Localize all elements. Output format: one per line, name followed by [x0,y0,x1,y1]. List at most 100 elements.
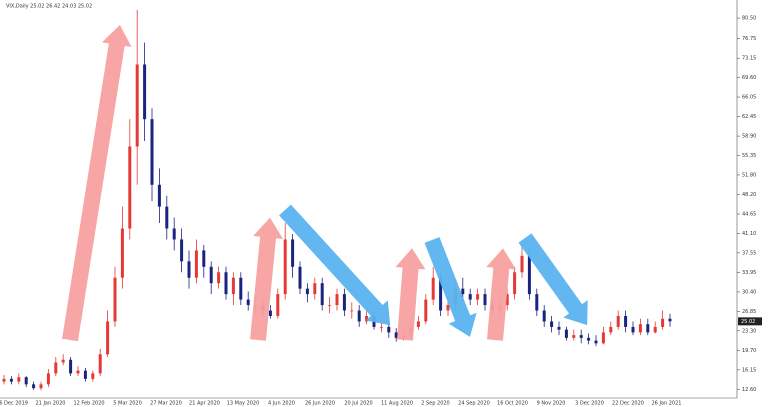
candle-body [135,64,139,147]
y-tick-label: 69.60 [742,75,756,81]
x-tick-label: 26 Jun 2020 [305,401,335,407]
candle-body [535,294,539,311]
y-tick-label: 16.15 [742,367,756,373]
chart-title: VIX,Daily 25.02 26.42 24.03 25.02 [6,4,92,10]
y-tick-label: 23.30 [742,328,756,334]
y-tick-label: 44.65 [742,212,756,218]
x-tick-label: 2 Sep 2020 [421,401,450,407]
candle-body [631,326,635,333]
candle-body [505,294,509,306]
candle-body [424,299,428,322]
candle-body [24,377,28,385]
candle-body [2,378,6,382]
candles [2,9,672,391]
candle-body [661,318,665,327]
candle-body [291,239,295,267]
down-arrow [279,204,391,326]
candle-body [461,288,465,295]
candle-body [572,335,576,338]
x-tick-label: 4 Jun 2020 [268,401,295,407]
candle-body [609,326,613,333]
candle-body [601,332,605,344]
candle-body [32,384,36,389]
candle-body [120,228,124,278]
candle-body [520,255,524,273]
y-tick-label: 58.90 [742,134,756,140]
x-tick-label: 26 Jan 2021 [652,401,682,407]
candle-body [268,310,272,316]
candle-body [379,326,383,328]
candle-body [39,384,43,389]
candle-body [46,373,50,385]
y-tick-label: 12.60 [742,387,756,393]
up-arrow [250,217,283,341]
x-tick-label: 5 Mar 2020 [113,401,142,407]
candle-body [143,64,147,120]
down-arrow [424,237,477,337]
candle-body [202,250,206,267]
up-arrow [486,248,517,341]
candle-body [394,332,398,338]
candle-body [165,206,169,229]
y-tick-label: 76.75 [742,36,756,42]
candle-body [416,321,420,327]
candle-body [187,261,191,278]
x-tick-label: 21 Apr 2020 [189,401,220,407]
candle-body [579,335,583,338]
candle-body [113,277,117,322]
candle-body [476,294,480,300]
candle-body [98,354,102,374]
y-tick-label: 41.10 [742,231,756,237]
candle-body [61,359,65,363]
candle-body [106,321,110,355]
y-tick-label: 48.20 [742,192,756,198]
candle-body [616,315,620,327]
candle-body [157,184,161,207]
candle-body [483,294,487,306]
y-tick-label: 80.50 [742,16,756,22]
candle-body [624,315,628,327]
candle-body [587,337,591,341]
x-tick-label: 11 Aug 2020 [381,401,413,407]
candle-body [83,370,87,379]
candle-body [76,370,80,374]
candle-body [194,250,198,278]
candle-body [320,283,324,306]
candle-body [668,318,672,322]
down-arrow [518,233,588,326]
candle-body [335,294,339,306]
candle-body [350,310,354,312]
annotations-down [279,204,588,337]
candle-body [9,378,13,382]
candle-body [69,359,73,374]
candle-body [224,272,228,295]
candle-body [91,373,95,379]
candle-body [283,239,287,295]
y-tick-label: 19.70 [742,348,756,354]
candle-body [387,326,391,333]
candle-body [180,239,184,262]
up-arrow [395,248,426,341]
candle-body [217,272,221,284]
candle-body [594,340,598,344]
candle-body [431,277,435,300]
x-tick-label: 22 Dec 2020 [612,401,644,407]
candle-body [653,326,657,333]
candle-body [328,305,332,306]
last-price-box [738,317,762,326]
y-tick-label: 30.40 [742,289,756,295]
candle-body [298,266,302,289]
y-tick-label: 51.80 [742,172,756,178]
candle-body [357,310,361,322]
x-tick-label: 24 Sep 2020 [458,401,490,407]
x-tick-label: 27 Mar 2020 [150,401,182,407]
candle-body [513,272,517,295]
x-tick-label: 9 Nov 2020 [537,401,566,407]
candle-body [231,277,235,295]
candle-body [646,324,650,333]
y-tick-label: 33.95 [742,270,756,276]
x-tick-label: 21 Jan 2020 [36,401,66,407]
y-tick-label: 62.45 [742,114,756,120]
